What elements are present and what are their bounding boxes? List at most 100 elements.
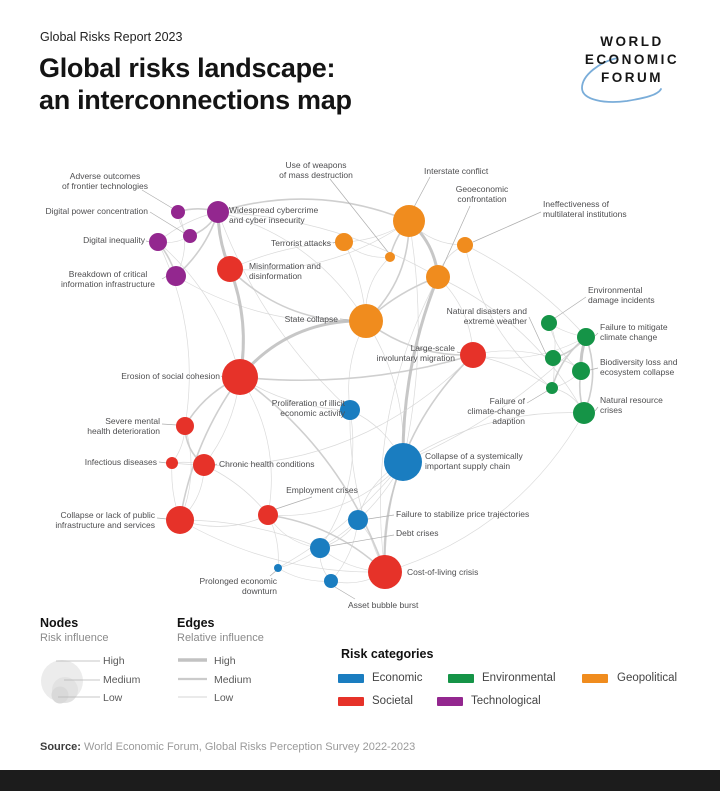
label-illicit: Proliferation of illicit economic activi… xyxy=(271,398,345,419)
leader-infectious xyxy=(158,461,168,464)
node-erosion xyxy=(222,359,258,395)
legend-edge-high: High xyxy=(214,655,236,667)
leader-wmd xyxy=(329,178,389,253)
leader-employment xyxy=(275,496,313,510)
edge-costliving-pubinfra xyxy=(179,519,386,573)
edge-pubinfra-mental xyxy=(179,425,192,521)
source-prefix: Source: xyxy=(40,741,81,753)
label-biodiversity: Biodiversity loss and ecosystem collapse xyxy=(600,357,678,378)
source-text: World Economic Forum, Global Risks Perce… xyxy=(80,741,416,753)
technological-swatch xyxy=(437,697,463,706)
edge-cyber-illicit xyxy=(217,211,351,411)
node-state xyxy=(349,304,383,338)
leader-biodiversity xyxy=(589,367,599,371)
leader-state xyxy=(339,318,351,321)
label-multilateral: Ineffectiveness of multilateral institut… xyxy=(543,199,627,220)
legend-node-low: Low xyxy=(103,692,123,704)
leader-adaption xyxy=(526,390,548,404)
label-stabilize: Failure to stabilize price trajectories xyxy=(396,509,530,519)
label-employment: Employment crises xyxy=(286,485,358,495)
node-costliving xyxy=(368,555,402,589)
wef-logo-swoosh-icon xyxy=(581,57,662,103)
label-erosion: Erosion of social cohesion xyxy=(121,371,220,381)
leader-mental xyxy=(161,423,178,426)
edge-illicit-debt xyxy=(319,409,354,549)
node-adaption xyxy=(546,382,558,394)
node-geoecon xyxy=(426,265,450,289)
node-asset xyxy=(324,574,338,588)
societal-swatch xyxy=(338,697,364,706)
legend-edge-medium: Medium xyxy=(214,674,252,686)
label-cyber: Widespread cybercrime and cyber insecuri… xyxy=(229,205,319,226)
edge-geoecon-natresource xyxy=(437,276,585,414)
edge-geoecon-cyber xyxy=(217,211,439,278)
node-natresource xyxy=(573,402,595,424)
edge-asset-downturn xyxy=(277,567,332,582)
node-debt xyxy=(310,538,330,558)
label-costliving: Cost-of-living crisis xyxy=(407,567,479,577)
edge-misinfo-interstate xyxy=(229,220,410,271)
edge-geoecon-costliving xyxy=(380,276,439,573)
edge-erosion-pubinfra xyxy=(179,376,241,521)
label-state: State collapse xyxy=(284,314,338,324)
edge-interstate-cyber xyxy=(217,198,410,222)
node-power xyxy=(183,229,197,243)
edge-illicit-costliving xyxy=(349,409,386,573)
node-mental xyxy=(176,417,194,435)
geopolitical-swatch xyxy=(582,674,608,683)
legend-nodes-subtitle: Risk influence xyxy=(40,632,109,644)
node-pubinfra xyxy=(166,506,194,534)
label-mitigate: Failure to mitigate climate change xyxy=(600,322,668,343)
edge-geoecon-supplychain xyxy=(401,276,440,463)
edge-supplychain-downturn xyxy=(277,461,404,569)
wef-logo: WORLD ECONOMIC FORUM xyxy=(584,34,680,85)
edge-erosion-migration xyxy=(239,354,474,382)
edge-inequality-erosion xyxy=(157,241,241,378)
node-biodiversity xyxy=(572,362,590,380)
label-inequality: Digital inequality xyxy=(83,235,145,245)
label-wmd: Use of weapons of mass destruction xyxy=(279,160,353,181)
label-chronic: Chronic health conditions xyxy=(219,459,315,469)
societal-label: Societal xyxy=(372,695,413,707)
label-geoecon: Geoeconomic confrontation xyxy=(455,184,509,205)
label-breakdown: Breakdown of critical information infras… xyxy=(60,269,155,290)
label-pubinfra: Collapse or lack of public infrastructur… xyxy=(55,510,155,531)
edge-natresource-supplychain xyxy=(402,412,585,463)
label-power: Digital power concentration xyxy=(45,206,148,216)
economic-swatch xyxy=(338,674,364,683)
node-cyber xyxy=(207,201,229,223)
node-interstate xyxy=(393,205,425,237)
node-natdisaster xyxy=(545,350,561,366)
edge-debt-pubinfra xyxy=(179,519,321,549)
legend-edge-low: Low xyxy=(214,692,234,704)
edge-mental-inequality xyxy=(157,241,190,427)
page-title: Global risks landscape: an interconnecti… xyxy=(39,53,352,116)
edge-supplychain-mitigate xyxy=(402,336,587,463)
edge-erosion-state xyxy=(238,319,367,378)
node-terror xyxy=(335,233,353,251)
footer-bar xyxy=(0,770,720,791)
edge-width-legend-icon xyxy=(178,658,207,698)
node-infectious xyxy=(166,457,178,469)
leader-power xyxy=(149,211,185,234)
node-breakdown xyxy=(166,266,186,286)
technological-label: Technological xyxy=(471,695,541,707)
legend-nodes-title: Nodes xyxy=(40,616,79,630)
label-terror: Terrorist attacks xyxy=(271,238,331,248)
node-employment xyxy=(258,505,278,525)
economic-label: Economic xyxy=(372,672,423,684)
node-envdamage xyxy=(541,315,557,331)
leader-debt xyxy=(329,534,395,547)
node-misinfo xyxy=(217,256,243,282)
leader-adverse xyxy=(141,189,173,209)
leader-envdamage xyxy=(554,296,587,319)
legend-categories-title: Risk categories xyxy=(341,647,434,661)
report-eyebrow: Global Risks Report 2023 xyxy=(40,30,183,44)
leader-interstate xyxy=(413,176,431,208)
legend-edges-title: Edges xyxy=(177,616,215,630)
label-mental: Severe mental health deterioration xyxy=(87,416,160,437)
node-downturn xyxy=(274,564,282,572)
node-multilateral xyxy=(457,237,473,253)
node-wmd xyxy=(385,252,395,262)
legend-node-high: High xyxy=(103,655,125,667)
